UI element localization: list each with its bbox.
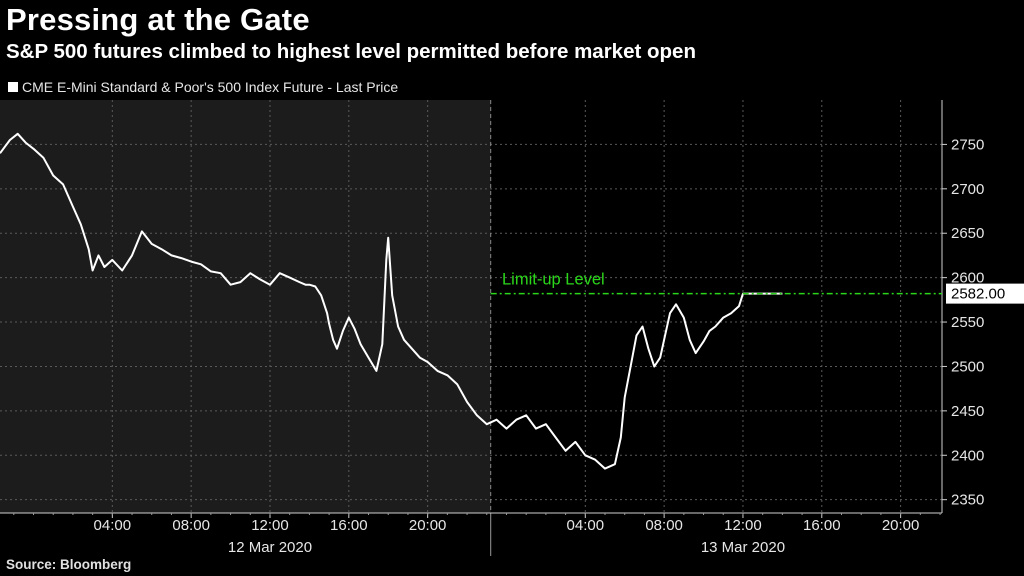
shaded-session [0,100,491,513]
y-tick-label: 2400 [951,447,984,464]
chart-subtitle: S&P 500 futures climbed to highest level… [6,40,696,63]
x-tick-label: 16:00 [330,517,368,534]
y-tick-label: 2700 [951,181,984,198]
legend-swatch [8,82,18,92]
x-tick-label: 04:00 [567,517,605,534]
y-tick-label: 2350 [951,492,984,509]
price-series-line [0,132,783,470]
legend: CME E-Mini Standard & Poor's 500 Index F… [8,79,398,95]
y-tick-label: 2450 [951,403,984,420]
x-tick-label: 20:00 [409,517,447,534]
annotations: Limit-up Level 2582.00 [490,271,1024,304]
y-tick-label: 2650 [951,225,984,242]
series-layer [0,132,783,470]
x-tick-label: 12:00 [251,517,289,534]
y-tick-label: 2600 [951,270,984,287]
date-group-label: 12 Mar 2020 [228,539,312,556]
source-note: Source: Bloomberg [6,557,132,572]
x-tick-label: 12:00 [724,517,762,534]
plot-background [0,100,491,513]
y-tick-label: 2550 [951,314,984,331]
limit-up-label: Limit-up Level [502,271,605,289]
last-price-tag [946,283,1024,304]
axes: 2350 2400 2450 2500 2550 2600 2650 2700 2750 04:0… [0,100,984,556]
chart-title: Pressing at the Gate [6,2,310,37]
legend-label: CME E-Mini Standard & Poor's 500 Index F… [22,79,399,95]
x-tick-label: 04:00 [94,517,132,534]
x-tick-label: 20:00 [882,517,920,534]
last-price-value: 2582.00 [951,286,1005,303]
x-tick-label: 08:00 [645,517,683,534]
y-tick-label: 2500 [951,358,984,375]
grid [0,100,942,513]
x-tick-label: 08:00 [172,517,210,534]
date-group-label: 13 Mar 2020 [701,539,785,556]
y-tick-label: 2750 [951,136,984,153]
x-tick-label: 16:00 [803,517,841,534]
